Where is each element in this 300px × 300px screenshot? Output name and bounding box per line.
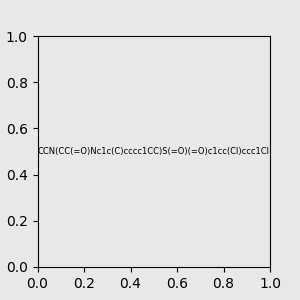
Text: CCN(CC(=O)Nc1c(C)cccc1CC)S(=O)(=O)c1cc(Cl)ccc1Cl: CCN(CC(=O)Nc1c(C)cccc1CC)S(=O)(=O)c1cc(C… <box>38 147 270 156</box>
